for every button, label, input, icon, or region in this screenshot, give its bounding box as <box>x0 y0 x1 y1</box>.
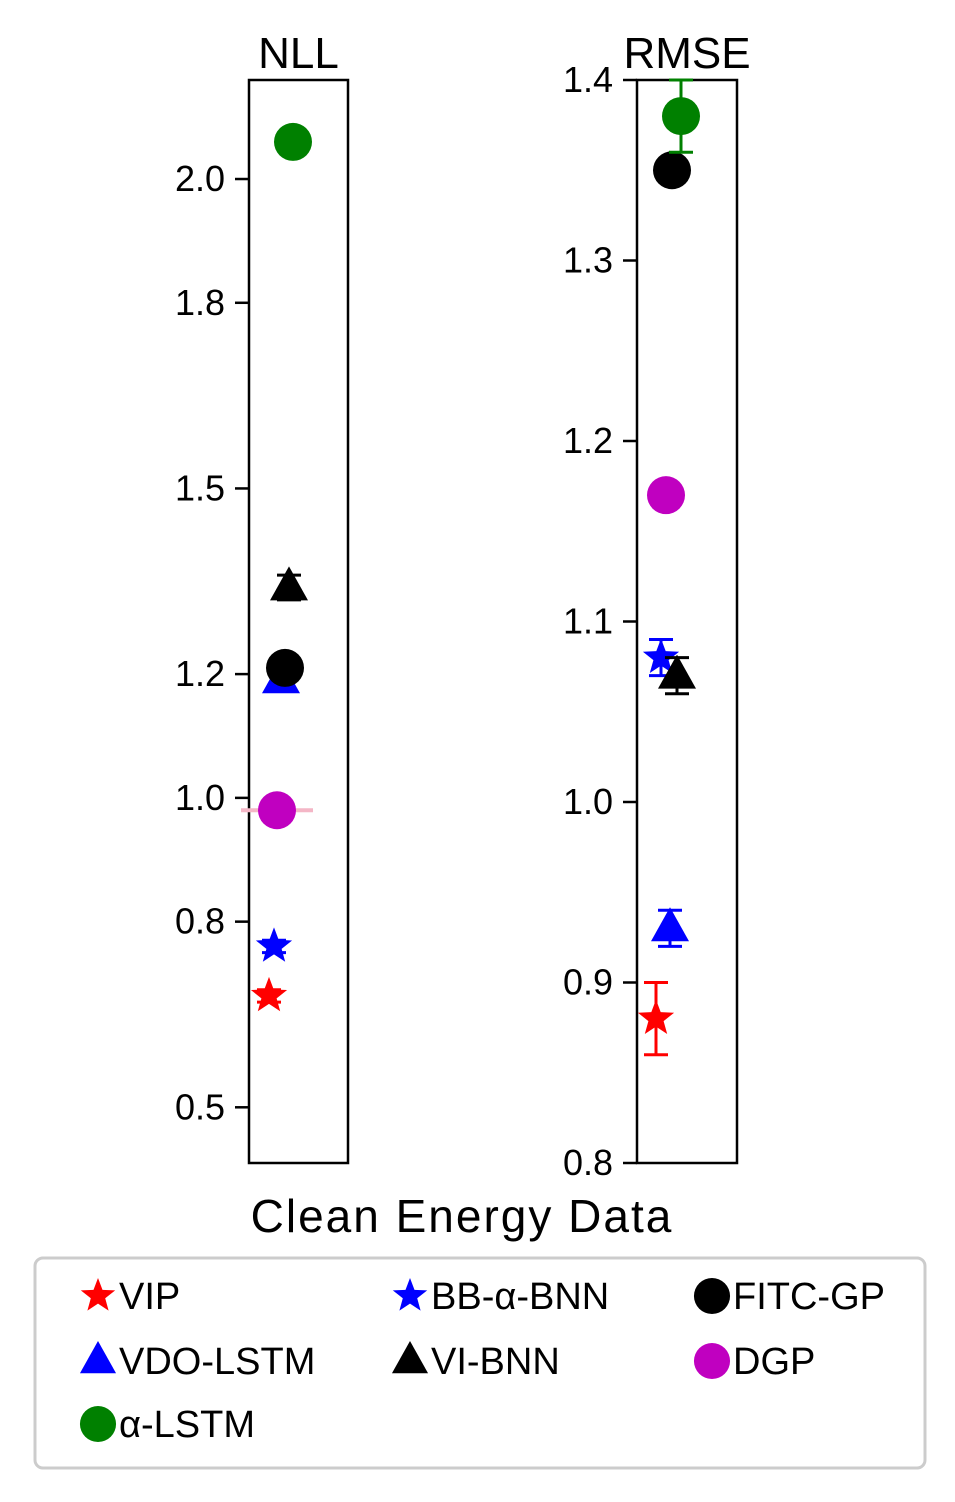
nll-title: NLL <box>258 29 339 78</box>
legend-label-fitc-gp: FITC-GP <box>733 1276 885 1318</box>
rmse-vi-bnn-point <box>658 654 696 689</box>
legend-label-dgp: DGP <box>733 1341 815 1383</box>
legend-marker-vi-bnn <box>391 1340 429 1374</box>
rmse-ytick-label: 1.1 <box>563 601 613 642</box>
legend-marker-fitc-gp <box>693 1277 731 1315</box>
rmse-ytick-label: 1.0 <box>563 781 613 822</box>
nll-ytick-label: 0.8 <box>175 901 225 942</box>
rmse-ytick-label: 1.3 <box>563 240 613 281</box>
legend-label-vdo-lstm: VDO-LSTM <box>119 1341 315 1383</box>
rmse-dgp-point <box>647 476 685 515</box>
rmse-ytick-label: 1.2 <box>563 420 613 461</box>
nll-ytick-label: 1.5 <box>175 467 225 508</box>
legend-marker-dgp <box>693 1342 731 1380</box>
nll-alpha-lstm-point <box>274 122 312 161</box>
rmse-ytick-label: 1.4 <box>563 59 613 100</box>
rmse-bb-alpha-bnn-point <box>642 638 680 673</box>
legend-label-bb-alpha-bnn: BB-α-BNN <box>431 1276 609 1318</box>
rmse-vdo-lstm-point <box>651 907 689 942</box>
legend-label-vi-bnn: VI-BNN <box>431 1341 560 1383</box>
legend-label-vip: VIP <box>119 1276 180 1318</box>
nll-bb-alpha-bnn-point <box>255 927 293 962</box>
rmse-ytick-label: 0.8 <box>563 1142 613 1183</box>
legend-marker-bb-alpha-bnn <box>392 1278 428 1311</box>
rmse-title: RMSE <box>623 29 750 78</box>
rmse-alpha-lstm-point <box>662 97 700 136</box>
nll-ytick-label: 1.8 <box>175 282 225 323</box>
panel-rmse: RMSE 0.8 0.9 1.0 1.1 1.2 1.3 1.4 <box>563 29 751 1183</box>
legend-marker-alpha-lstm <box>79 1405 117 1443</box>
nll-fitc-gp-point <box>266 648 304 687</box>
rmse-fitc-gp-point <box>653 151 691 190</box>
legend: VIP BB-α-BNN FITC-GP VDO-LSTM VI-BNN DGP α-LST… <box>33 1256 927 1470</box>
nll-ytick-label: 0.5 <box>175 1086 225 1127</box>
nll-axes-frame <box>247 78 350 1165</box>
figure-title: Clean Energy Data <box>251 1190 674 1242</box>
panel-nll: NLL 0.5 0.8 1.0 1.2 1.5 1.8 2.0 <box>175 29 350 1165</box>
nll-ytick-label: 1.2 <box>175 653 225 694</box>
rmse-vip-point <box>637 999 675 1034</box>
nll-ytick-label: 2.0 <box>175 158 225 199</box>
legend-marker-vip <box>80 1278 116 1311</box>
nll-vip-point <box>250 976 288 1012</box>
legend-marker-vdo-lstm <box>79 1340 117 1374</box>
legend-label-alpha-lstm: α-LSTM <box>119 1404 255 1446</box>
nll-vi-bnn-point <box>270 566 308 601</box>
nll-ytick-label: 1.0 <box>175 777 225 818</box>
rmse-ytick-label: 0.9 <box>563 962 613 1003</box>
nll-dgp-point <box>258 791 296 830</box>
rmse-axes-frame <box>635 78 739 1165</box>
